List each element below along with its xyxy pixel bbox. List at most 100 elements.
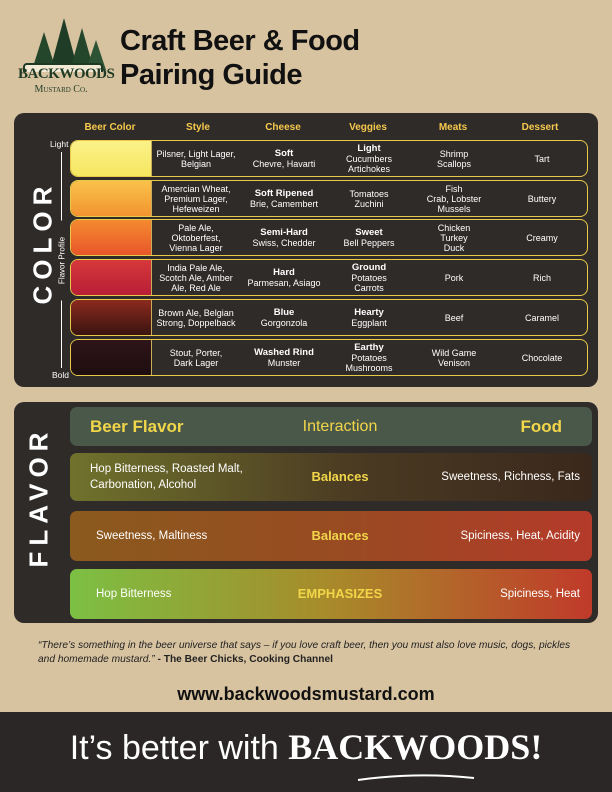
column-header: Dessert (521, 122, 559, 133)
flavor-header-cell: Food (520, 416, 562, 436)
veggies-text: Bell Peppers (343, 237, 395, 248)
meats-text: Wild Game Venison (431, 347, 477, 368)
meats-cell: Shrimp Scallops (411, 141, 497, 176)
flavor-row: Hop Bitterness, Roasted Malt, Carbonatio… (70, 453, 592, 501)
title-line: Pairing Guide (120, 59, 303, 91)
cheese-text: Gorgonzola (260, 317, 308, 328)
cheese-type: Soft Ripened (254, 187, 314, 199)
logo-sub: Mustard Co. (34, 84, 88, 95)
style-cell: Amercian Wheat, Premium Lager, Hefeweize… (151, 181, 241, 216)
footer-line: It’s better with BACKWOODS! (0, 726, 612, 768)
meats-cell: Wild Game Venison (411, 340, 497, 375)
color-row: Stout, Porter, Dark Lager Washed Rind Muns… (70, 339, 588, 376)
food: Spiciness, Heat, Acidity (460, 530, 580, 542)
logo-trees (23, 18, 106, 72)
color-row: Pilsner, Light Lager, Belgian Soft Chevre,… (70, 140, 588, 177)
axis-profile: Flavor Profile (57, 220, 67, 301)
column-header: Cheese (265, 122, 301, 133)
veggies-cell: Ground Potatoes Carrots (327, 260, 411, 295)
flavor-header: Beer Flavor Interaction Food (70, 407, 592, 446)
style-cell: Stout, Porter, Dark Lager (151, 340, 241, 375)
cheese-type: Hard (273, 266, 295, 278)
dessert-cell: Chocolate (497, 340, 587, 375)
title: Craft Beer & Food Pairing Guide (120, 24, 360, 92)
dessert-cell: Creamy (497, 220, 587, 255)
style-text: Brown Ale, Belgian Strong, Doppelback (156, 307, 236, 328)
beer-flavor: Hop Bitterness, Roasted Malt, Carbonatio… (90, 463, 243, 491)
footer-text: It’s better with (69, 729, 279, 767)
interaction: Balances (311, 528, 369, 543)
style-cell: Pale Ale, Oktoberfest, Vienna Lager (151, 220, 241, 255)
color-row: Amercian Wheat, Premium Lager, Hefeweize… (70, 180, 588, 217)
cheese-cell: Washed Rind Munster (241, 340, 327, 375)
style-cell: Brown Ale, Belgian Strong, Doppelback (151, 300, 241, 335)
axis-light: Light (50, 139, 69, 149)
flavor-row: Hop Bitterness EMPHASIZES Spiciness, Heat (70, 569, 592, 619)
quote-text: “There’s something in the beer universe … (38, 640, 571, 665)
veggies-text: Eggplant (351, 317, 387, 328)
veggies-type: Ground (351, 261, 387, 273)
dessert-text: Buttery (527, 193, 557, 204)
veggies-text: Potatoes Mushrooms (345, 352, 393, 373)
column-header: Beer Color (84, 122, 136, 133)
quote-attribution: - The Beer Chicks, Cooking Channel (157, 654, 333, 665)
color-row: India Pale Ale, Scotch Ale, Amber Ale, R… (70, 259, 588, 296)
column-header: Veggies (349, 122, 387, 133)
color-swatch (71, 260, 152, 295)
meats-text: Fish Crab, Lobster Mussels (426, 183, 482, 214)
cheese-cell: Soft Ripened Brie, Camembert (241, 181, 327, 216)
meats-text: Pork (444, 272, 464, 283)
cheese-type: Soft (274, 147, 294, 159)
style-text: Amercian Wheat, Premium Lager, Hefeweize… (161, 183, 231, 214)
flavor-header-cell: Interaction (302, 417, 378, 435)
dessert-cell: Tart (497, 141, 587, 176)
veggies-cell: Hearty Eggplant (327, 300, 411, 335)
cheese-cell: Semi-Hard Swiss, Chedder (241, 220, 327, 255)
veggies-text: Potatoes Carrots (351, 272, 387, 293)
url[interactable]: www.backwoodsmustard.com (177, 684, 435, 704)
style-text: Pilsner, Light Lager, Belgian (156, 148, 236, 169)
style-cell: Pilsner, Light Lager, Belgian (151, 141, 241, 176)
dessert-text: Chocolate (521, 352, 563, 363)
cheese-cell: Blue Gorgonzola (241, 300, 327, 335)
logo-name: BACKWOODS (18, 66, 115, 82)
meats-text: Shrimp Scallops (436, 148, 472, 169)
quote: “There’s something in the beer universe … (38, 639, 583, 667)
flavor-label: FLAVOR (23, 426, 54, 568)
cheese-type: Washed Rind (254, 346, 314, 358)
dessert-text: Tart (534, 153, 550, 164)
axis-bold: Bold (52, 370, 70, 380)
flavor-header-cell: Beer Flavor (90, 416, 184, 436)
color-swatch (71, 220, 152, 255)
style-text: India Pale Ale, Scotch Ale, Amber Ale, R… (159, 262, 233, 293)
food: Spiciness, Heat (500, 588, 580, 600)
food: Sweetness, Richness, Fats (441, 471, 580, 483)
veggies-cell: Light Cucumbers Artichokes (327, 141, 411, 176)
veggies-type: Sweet (355, 226, 383, 238)
cheese-text: Parmesan, Asiago (247, 277, 321, 288)
cheese-cell: Soft Chevre, Havarti (241, 141, 327, 176)
veggies-type: Hearty (354, 306, 384, 318)
meats-text: Beef (444, 312, 464, 323)
column-header: Style (186, 122, 210, 133)
meats-cell: Beef (411, 300, 497, 335)
color-swatch (71, 340, 152, 375)
color-label: COLOR (27, 180, 58, 305)
color-swatch (71, 181, 152, 216)
interaction: Balances (311, 469, 369, 484)
dessert-cell: Buttery (497, 181, 587, 216)
color-row: Pale Ale, Oktoberfest, Vienna Lager Semi-… (70, 219, 588, 256)
style-cell: India Pale Ale, Scotch Ale, Amber Ale, R… (151, 260, 241, 295)
dessert-text: Creamy (526, 232, 558, 243)
cheese-text: Munster (267, 357, 301, 368)
dessert-cell: Caramel (497, 300, 587, 335)
color-swatch (71, 300, 152, 335)
veggies-type: Light (357, 142, 381, 154)
meats-cell: Chicken Turkey Duck (411, 220, 497, 255)
beer-flavor: Sweetness, Maltiness (96, 530, 208, 542)
color-row: Brown Ale, Belgian Strong, Doppelback Blu… (70, 299, 588, 336)
style-text: Stout, Porter, Dark Lager (169, 347, 223, 368)
veggies-cell: Tomatoes Zuchini (327, 181, 411, 216)
veggies-text: Cucumbers Artichokes (345, 153, 392, 174)
cheese-text: Brie, Camembert (249, 198, 319, 209)
